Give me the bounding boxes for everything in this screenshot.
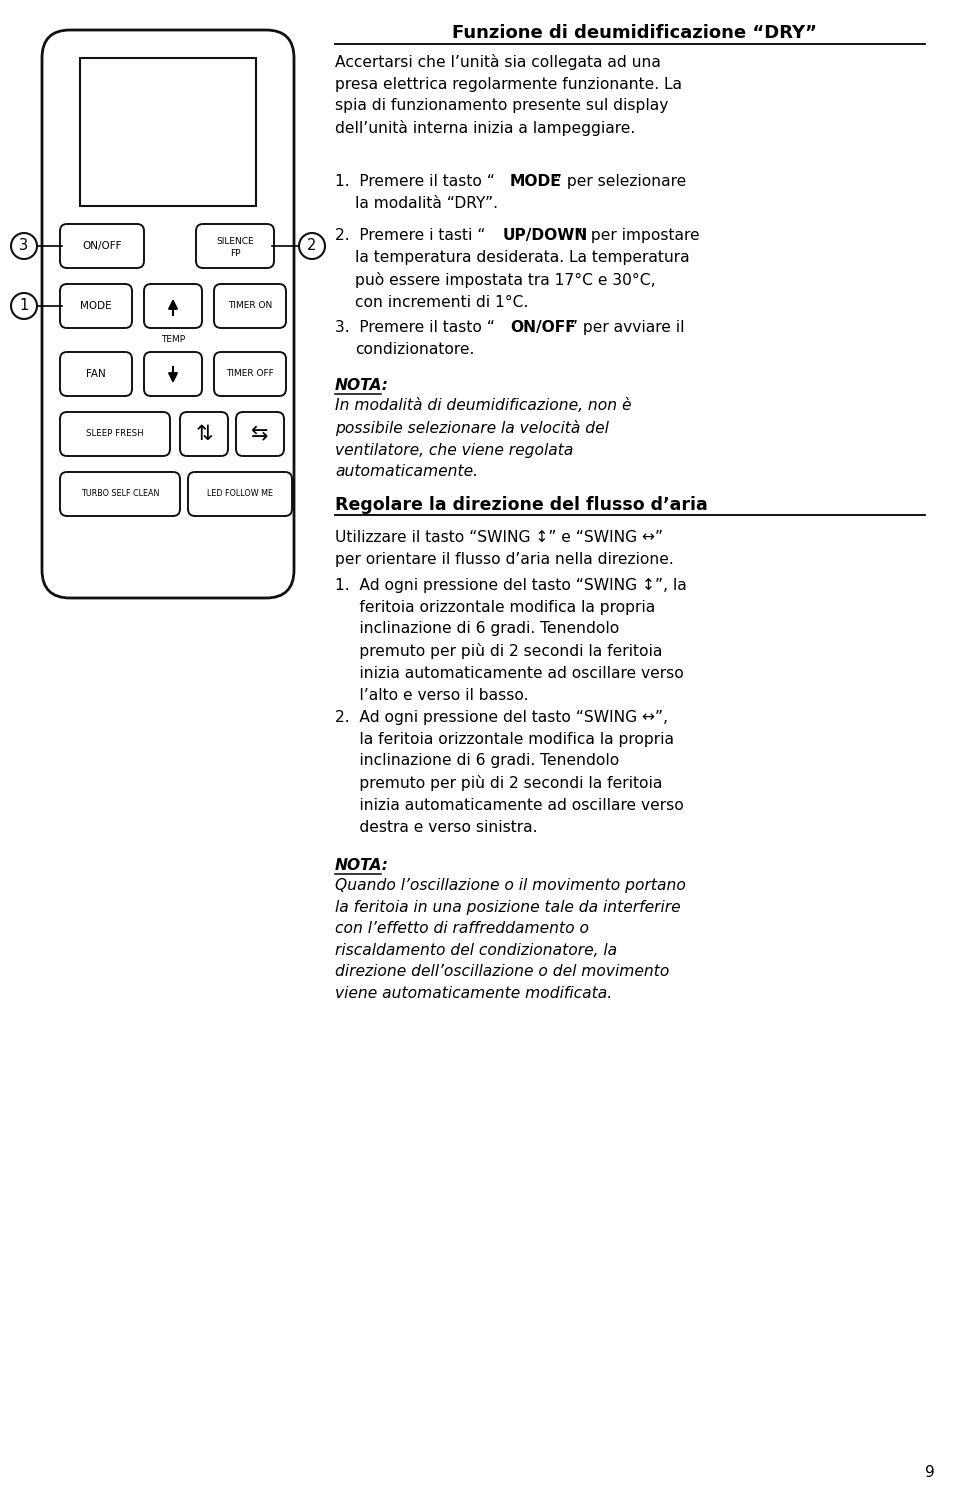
Circle shape	[299, 234, 325, 259]
Text: condizionatore.: condizionatore.	[355, 342, 474, 357]
Text: ON/OFF: ON/OFF	[83, 241, 122, 251]
Circle shape	[11, 234, 37, 259]
FancyBboxPatch shape	[214, 284, 286, 327]
FancyBboxPatch shape	[236, 412, 284, 455]
Text: la temperatura desiderata. La temperatura
può essere impostata tra 17°C e 30°C,
: la temperatura desiderata. La temperatur…	[355, 250, 689, 310]
Text: Quando l’oscillazione o il movimento portano
la feritoia in una posizione tale d: Quando l’oscillazione o il movimento por…	[335, 878, 685, 1001]
Text: FP: FP	[229, 250, 240, 259]
FancyBboxPatch shape	[180, 412, 228, 455]
Text: ON/OFF: ON/OFF	[510, 320, 576, 335]
FancyBboxPatch shape	[144, 353, 202, 396]
Text: 2.  Premere i tasti “: 2. Premere i tasti “	[335, 228, 486, 243]
Text: Utilizzare il tasto “SWING ↕” e “SWING ↔”
per orientare il flusso d’aria nella d: Utilizzare il tasto “SWING ↕” e “SWING ↔…	[335, 530, 674, 567]
Text: SLEEP FRESH: SLEEP FRESH	[86, 430, 144, 439]
FancyBboxPatch shape	[60, 412, 170, 455]
Text: ” per selezionare: ” per selezionare	[554, 174, 686, 189]
Text: ” per avviare il: ” per avviare il	[570, 320, 684, 335]
FancyBboxPatch shape	[60, 225, 144, 268]
Text: 1.  Ad ogni pressione del tasto “SWING ↕”, la
     feritoia orizzontale modifica: 1. Ad ogni pressione del tasto “SWING ↕”…	[335, 577, 686, 702]
FancyBboxPatch shape	[188, 472, 292, 516]
Text: ⇅: ⇅	[195, 424, 213, 443]
FancyBboxPatch shape	[144, 284, 202, 327]
Text: In modalità di deumidificazione, non è
possibile selezionare la velocità del
ven: In modalità di deumidificazione, non è p…	[335, 397, 632, 479]
Text: 3: 3	[19, 238, 29, 253]
Circle shape	[11, 293, 37, 318]
Text: Funzione di deumidificazione “DRY”: Funzione di deumidificazione “DRY”	[452, 24, 818, 42]
Bar	[80, 58, 256, 205]
Text: MODE: MODE	[510, 174, 562, 189]
Text: 3.  Premere il tasto “: 3. Premere il tasto “	[335, 320, 494, 335]
FancyBboxPatch shape	[42, 30, 294, 598]
Text: ” per impostare: ” per impostare	[578, 228, 700, 243]
Text: NOTA:: NOTA:	[335, 859, 389, 873]
Text: ⇆: ⇆	[252, 424, 269, 443]
Text: 2.  Ad ogni pressione del tasto “SWING ↔”,
     la feritoia orizzontale modifica: 2. Ad ogni pressione del tasto “SWING ↔”…	[335, 710, 684, 835]
FancyBboxPatch shape	[60, 472, 180, 516]
Text: 2: 2	[307, 238, 317, 253]
Text: TURBO SELF CLEAN: TURBO SELF CLEAN	[81, 490, 159, 498]
Text: UP/DOWN: UP/DOWN	[503, 228, 588, 243]
Text: TEMP: TEMP	[161, 335, 185, 345]
Text: 1.  Premere il tasto “: 1. Premere il tasto “	[335, 174, 494, 189]
Text: la modalità “DRY”.: la modalità “DRY”.	[355, 196, 498, 211]
Text: TIMER OFF: TIMER OFF	[227, 369, 274, 378]
FancyBboxPatch shape	[196, 225, 274, 268]
Text: SILENCE: SILENCE	[216, 237, 253, 246]
Text: Regolare la direzione del flusso d’aria: Regolare la direzione del flusso d’aria	[335, 496, 708, 513]
Text: MODE: MODE	[81, 301, 111, 311]
Text: LED FOLLOW ME: LED FOLLOW ME	[207, 490, 273, 498]
Text: 9: 9	[925, 1466, 935, 1481]
FancyBboxPatch shape	[214, 353, 286, 396]
Text: TIMER ON: TIMER ON	[228, 302, 272, 311]
FancyBboxPatch shape	[60, 284, 132, 327]
FancyBboxPatch shape	[60, 353, 132, 396]
Text: 1: 1	[19, 299, 29, 314]
Text: NOTA:: NOTA:	[335, 378, 389, 393]
Text: Accertarsi che l’unità sia collegata ad una
presa elettrica regolarmente funzion: Accertarsi che l’unità sia collegata ad …	[335, 54, 682, 137]
Text: FAN: FAN	[86, 369, 106, 379]
